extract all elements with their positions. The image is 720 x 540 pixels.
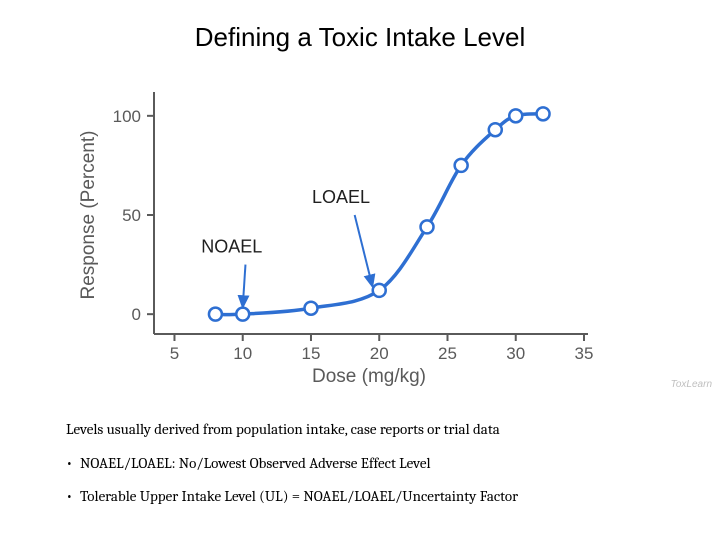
svg-text:Response (Percent): Response (Percent) <box>78 131 99 300</box>
svg-text:25: 25 <box>438 344 457 363</box>
bullet-text-1: Levels usually derived from population i… <box>66 420 500 438</box>
bullet-line-1: Levels usually derived from population i… <box>66 420 666 440</box>
svg-text:20: 20 <box>370 344 389 363</box>
svg-text:LOAEL: LOAEL <box>312 187 370 207</box>
svg-text:30: 30 <box>506 344 525 363</box>
svg-text:0: 0 <box>132 305 141 324</box>
bullet-dot-icon: • <box>66 454 80 474</box>
bullet-list: Levels usually derived from population i… <box>66 420 666 521</box>
svg-text:10: 10 <box>233 344 252 363</box>
dose-response-chart: 5 10 15 20 25 30 35 0 50 100 Dose (mg/kg) Response … <box>76 78 646 398</box>
svg-text:NOAEL: NOAEL <box>201 237 262 257</box>
svg-text:35: 35 <box>575 344 594 363</box>
bullet-line-2: •NOAEL/LOAEL: No/Lowest Observed Adverse… <box>66 454 666 474</box>
svg-text:50: 50 <box>122 206 141 225</box>
bullet-dot-icon: • <box>66 487 80 507</box>
svg-text:Dose (mg/kg): Dose (mg/kg) <box>312 366 426 387</box>
bullet-text-2: NOAEL/LOAEL: No/Lowest Observed Adverse … <box>80 454 431 472</box>
svg-text:5: 5 <box>170 344 179 363</box>
slide-title: Defining a Toxic Intake Level <box>0 22 720 53</box>
watermark: ToxLearn <box>671 379 712 390</box>
chart-svg: 5 10 15 20 25 30 35 0 50 100 Dose (mg/kg) Response … <box>76 78 646 398</box>
bullet-text-3: Tolerable Upper Intake Level (UL) = NOAE… <box>80 487 518 505</box>
bullet-line-3: •Tolerable Upper Intake Level (UL) = NOA… <box>66 487 666 507</box>
svg-text:15: 15 <box>302 344 321 363</box>
slide: Defining a Toxic Intake Level 5 10 15 20 25 3… <box>0 0 720 540</box>
svg-text:100: 100 <box>113 107 141 126</box>
